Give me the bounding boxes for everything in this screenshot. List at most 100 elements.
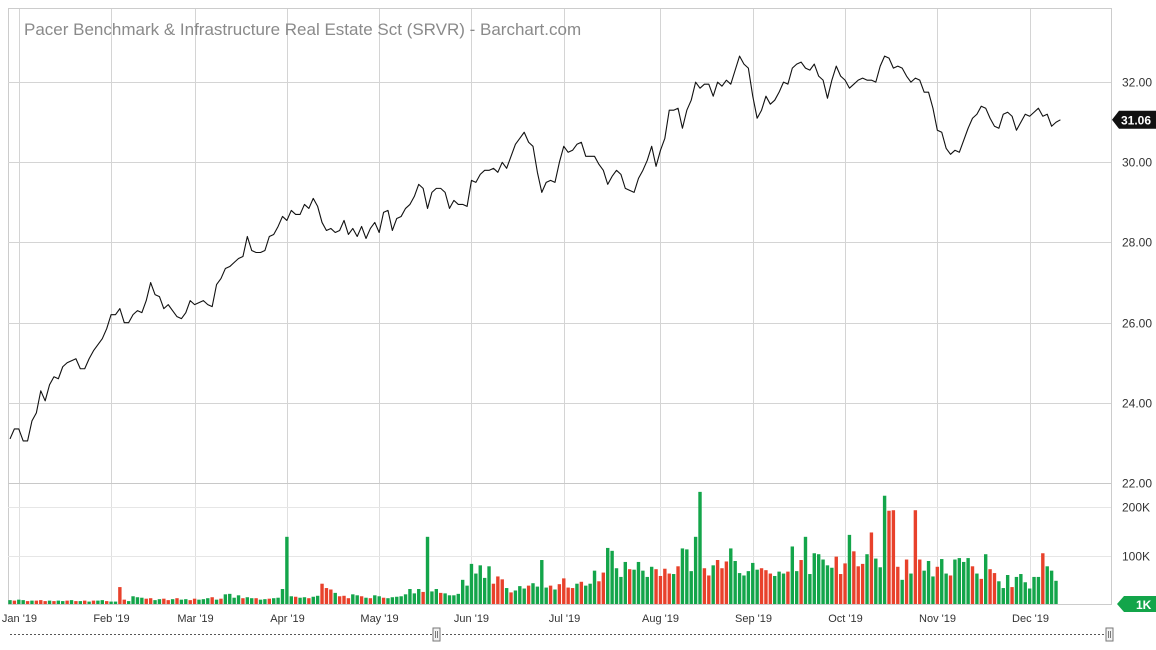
volume-bar [219, 598, 223, 604]
volume-bar [812, 553, 816, 604]
volume-bar [1005, 575, 1010, 604]
volume-bar [500, 579, 504, 604]
volume-bar [689, 571, 693, 604]
volume-bar [887, 510, 891, 604]
volume-bar [649, 566, 654, 604]
volume-bar [439, 592, 443, 604]
volume-bar [597, 581, 601, 604]
volume-bar [702, 568, 707, 604]
volume-bar [1032, 576, 1036, 604]
volume-bar [474, 573, 478, 604]
volume-bar [799, 560, 803, 604]
volume-bar [39, 600, 43, 604]
volume-bar [373, 595, 377, 604]
volume-bar [421, 591, 425, 604]
volume-bar [940, 559, 944, 604]
volume-bar [962, 561, 966, 604]
volume-bar [535, 586, 540, 604]
volume-bar [975, 573, 979, 604]
volume-bar [570, 588, 575, 604]
volume-bar [307, 598, 311, 604]
volume-bar [250, 598, 254, 604]
volume-bar [522, 588, 526, 604]
volume-bar [148, 598, 153, 604]
volume-bar [847, 534, 852, 604]
volume-bar [953, 559, 957, 604]
volume-bar [65, 600, 69, 604]
volume-bar [21, 600, 25, 604]
volume-bar [671, 574, 676, 604]
volume-bar [1027, 588, 1032, 604]
volume-bar [179, 599, 184, 604]
volume-bar [113, 601, 118, 604]
volume-bar [272, 598, 276, 604]
volume-bar [478, 565, 482, 604]
volume-bar [311, 596, 315, 604]
range-navigator[interactable] [10, 627, 1114, 642]
volume-bar [579, 581, 584, 604]
volume-bar [865, 554, 869, 604]
volume-bar [170, 599, 175, 604]
volume-bar [368, 598, 373, 604]
volume-bar [131, 596, 135, 604]
volume-bar [223, 594, 228, 604]
volume-bar [948, 575, 953, 604]
volume-bar [487, 566, 491, 604]
volume-bar [755, 569, 759, 604]
volume-bar [359, 596, 364, 604]
x-axis: Jan '19 Feb '19 Mar '19 Apr '19 May '19 Jun '… [2, 613, 1049, 625]
volume-bar [232, 597, 236, 604]
volume-bar [944, 573, 948, 604]
x-tick-label: Jan '19 [2, 613, 37, 625]
volume-bar [909, 573, 913, 604]
volume-bar [513, 590, 518, 604]
volume-bar [729, 548, 733, 604]
volume-bar [632, 569, 636, 604]
volume-bar [377, 596, 381, 604]
volume-bar [724, 561, 729, 604]
volume-bar [773, 575, 777, 604]
volume-bar [509, 592, 513, 604]
volume-bar [302, 597, 307, 604]
price-tick-label: 30.00 [1122, 156, 1152, 170]
volume-bar [430, 591, 434, 604]
navigator-left-handle[interactable] [432, 627, 441, 642]
volume-bar [399, 596, 403, 604]
navigator-right-handle[interactable] [1105, 627, 1114, 642]
volume-bar [900, 579, 904, 604]
volume-bar [874, 558, 878, 604]
volume-bar [12, 600, 17, 604]
volume-bar [469, 563, 474, 604]
volume-bar [333, 592, 337, 604]
last-price-badge: 31.06 [1112, 110, 1156, 129]
volume-bar [162, 598, 166, 604]
volume-bar [935, 566, 940, 604]
volume-bar [236, 595, 241, 604]
volume-bar [43, 601, 47, 604]
volume-bar [856, 566, 860, 604]
volume-bar [482, 577, 487, 604]
volume-bar [1010, 587, 1014, 604]
volume-bar [592, 570, 597, 604]
volume-bar [320, 583, 324, 604]
volume-bar [904, 559, 909, 604]
volume-bar [74, 601, 78, 604]
x-tick-label: Oct '19 [828, 613, 863, 625]
volume-bar [126, 601, 131, 604]
volume-bar [17, 599, 21, 604]
volume-bar [52, 601, 56, 604]
volume-bar [843, 563, 847, 604]
volume-bar [197, 599, 201, 604]
volume-bar [742, 575, 746, 604]
volume-bar [87, 601, 91, 604]
volume-bar [816, 554, 821, 604]
volume-bar [100, 600, 104, 604]
volume-bar [91, 600, 96, 604]
volume-bar [680, 548, 685, 604]
volume-bar [417, 589, 421, 604]
volume-bar [355, 595, 359, 604]
volume-bar [280, 589, 285, 604]
volume-bar [47, 600, 52, 604]
volume-bar [790, 546, 795, 604]
